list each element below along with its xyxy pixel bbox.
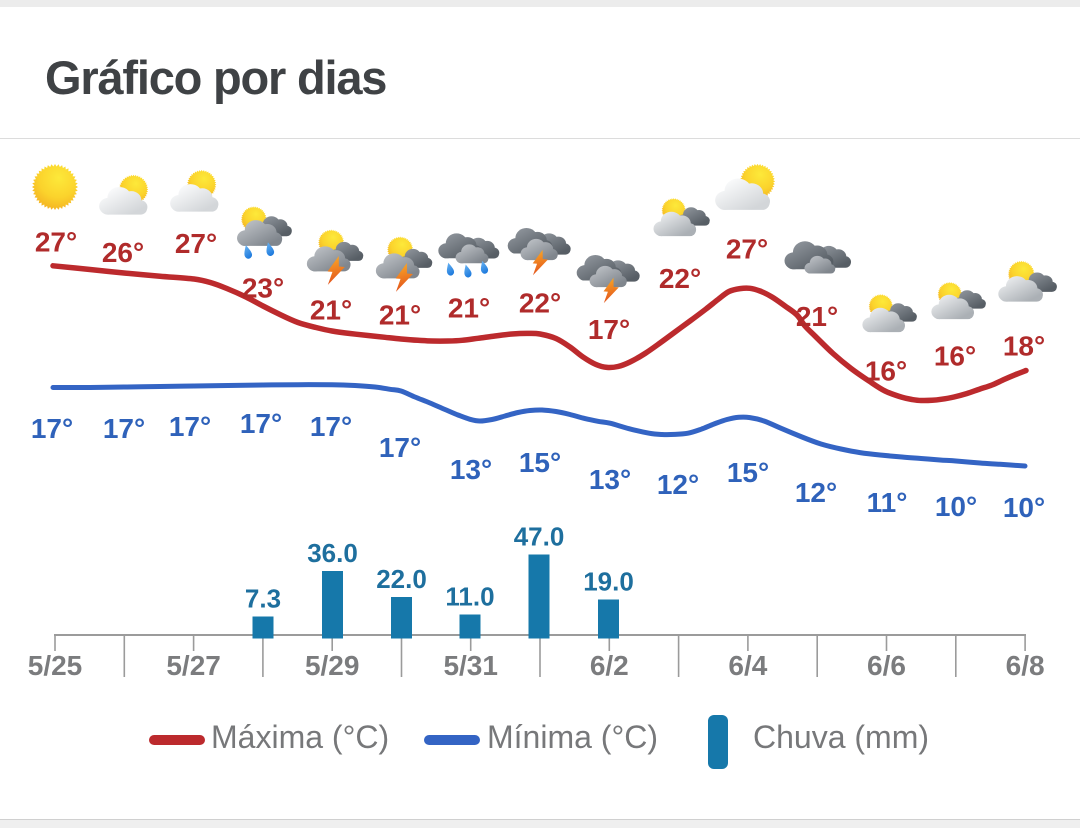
svg-text:22.0: 22.0 [376,564,427,594]
svg-text:Máxima (°C): Máxima (°C) [211,719,389,755]
svg-text:47.0: 47.0 [514,522,565,552]
svg-text:Mínima (°C): Mínima (°C) [487,719,658,755]
svg-text:27°: 27° [175,228,217,259]
svg-text:17°: 17° [310,411,352,442]
svg-text:5/31: 5/31 [443,650,498,681]
svg-text:6/2: 6/2 [590,650,629,681]
svg-text:16°: 16° [934,341,976,372]
svg-text:16°: 16° [865,356,907,387]
svg-text:23°: 23° [242,273,284,304]
svg-text:12°: 12° [657,469,699,500]
svg-text:21°: 21° [796,301,838,332]
svg-text:22°: 22° [659,263,701,294]
svg-text:21°: 21° [448,293,490,324]
svg-text:17°: 17° [103,413,145,444]
svg-text:17°: 17° [588,314,630,345]
svg-text:15°: 15° [519,447,561,478]
svg-text:11°: 11° [867,487,908,518]
svg-text:6/6: 6/6 [867,650,906,681]
svg-text:13°: 13° [450,454,492,485]
svg-text:10°: 10° [935,491,977,522]
svg-text:18°: 18° [1003,331,1045,362]
svg-text:22°: 22° [519,288,561,319]
svg-text:13°: 13° [589,464,631,495]
svg-text:15°: 15° [727,457,769,488]
svg-text:6/8: 6/8 [1006,650,1045,681]
svg-text:5/29: 5/29 [305,650,360,681]
svg-text:Chuva (mm): Chuva (mm) [753,719,929,755]
svg-text:10°: 10° [1003,492,1045,523]
svg-text:17°: 17° [169,411,211,442]
svg-text:26°: 26° [102,237,144,268]
svg-text:19.0: 19.0 [583,567,634,597]
svg-text:5/27: 5/27 [166,650,221,681]
svg-text:27°: 27° [35,227,77,258]
svg-text:5/25: 5/25 [28,650,83,681]
svg-text:21°: 21° [379,300,421,331]
svg-text:7.3: 7.3 [245,584,281,614]
svg-text:36.0: 36.0 [307,538,358,568]
svg-text:21°: 21° [310,295,352,326]
svg-text:17°: 17° [31,413,73,444]
svg-text:6/4: 6/4 [728,650,767,681]
svg-text:12°: 12° [795,477,837,508]
svg-text:27°: 27° [726,234,768,265]
svg-text:17°: 17° [240,408,282,439]
svg-text:11.0: 11.0 [445,582,494,612]
svg-text:17°: 17° [379,432,421,463]
